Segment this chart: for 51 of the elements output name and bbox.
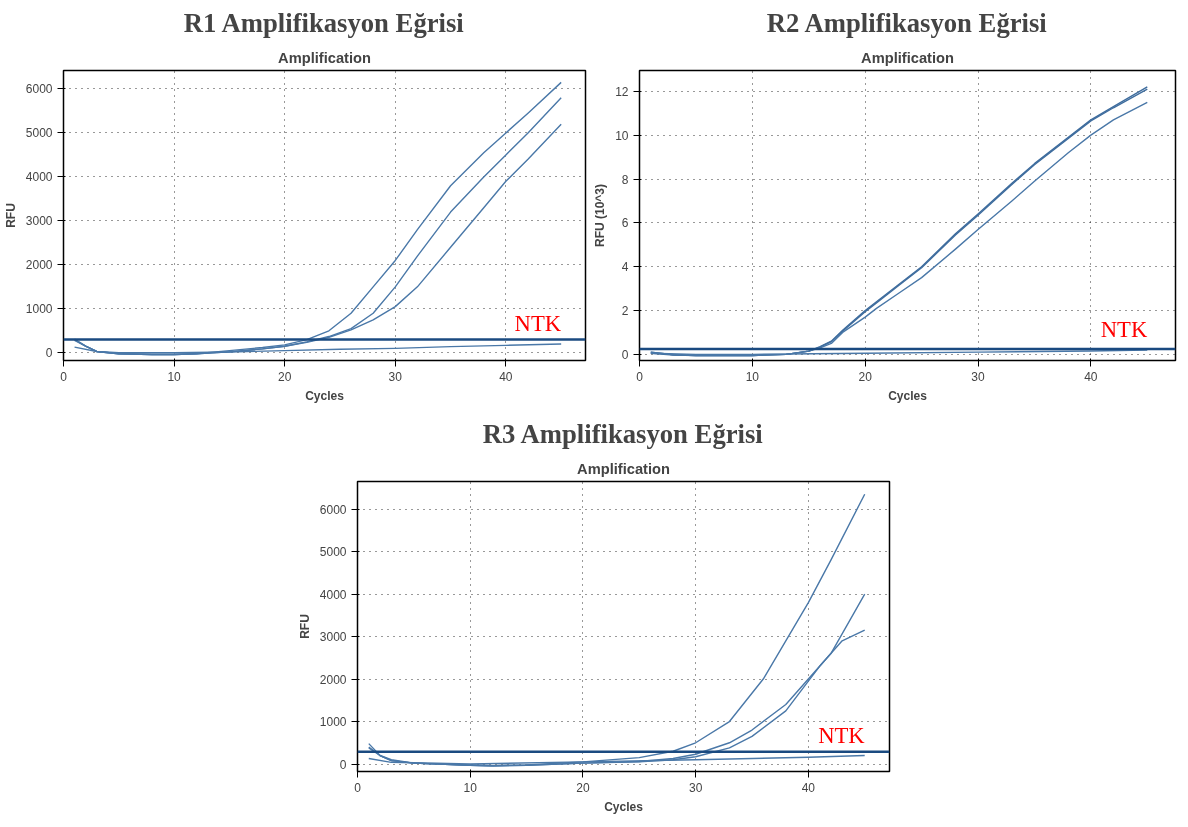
chart-title: R3 Amplifikasyon Eğrisi <box>482 418 764 449</box>
y-tick-label: 6000 <box>319 502 347 517</box>
x-tick-label: 40 <box>801 780 816 795</box>
y-tick-label: 8 <box>621 172 629 187</box>
y-axis-title: RFU <box>3 203 18 228</box>
y-tick-label: 4000 <box>25 170 53 185</box>
chart-title: R1 Amplifikasyon Eğrisi <box>183 7 465 38</box>
x-tick-label: 10 <box>167 369 182 384</box>
x-tick-label: 0 <box>636 369 644 384</box>
y-tick-label: 0 <box>45 346 53 361</box>
x-tick-label: 40 <box>1084 369 1098 384</box>
y-tick-label: 6 <box>621 216 629 231</box>
series-label: NTK <box>1100 316 1148 342</box>
x-axis-title: Cycles <box>604 799 644 814</box>
y-tick-label: 0 <box>339 757 347 772</box>
x-tick-label: 20 <box>278 369 292 384</box>
y-tick-label: 10 <box>615 128 629 143</box>
x-axis-title: Cycles <box>888 388 928 403</box>
y-tick-label: 2 <box>621 304 629 319</box>
x-tick-label: 40 <box>499 369 513 384</box>
x-tick-label: 10 <box>463 780 478 795</box>
chart-subtitle: Amplification <box>278 49 371 66</box>
y-tick-label: 3000 <box>319 630 347 645</box>
y-tick-label: 1000 <box>319 715 347 730</box>
y-tick-label: 3000 <box>25 214 53 229</box>
x-tick-label: 30 <box>388 369 403 384</box>
series-label: NTK <box>818 722 866 748</box>
y-tick-label: 1000 <box>25 302 53 317</box>
x-tick-label: 0 <box>60 369 68 384</box>
y-tick-label: 0 <box>621 347 629 362</box>
x-tick-label: 30 <box>971 369 986 384</box>
y-axis-title: RFU <box>297 614 312 639</box>
x-axis-title: Cycles <box>305 388 345 403</box>
chart-subtitle: Amplification <box>861 49 954 66</box>
y-axis-title: RFU (10^3) <box>593 183 608 248</box>
chart-subtitle: Amplification <box>577 460 670 477</box>
x-tick-label: 30 <box>688 780 703 795</box>
x-tick-label: 0 <box>354 780 362 795</box>
y-tick-label: 5000 <box>319 545 347 560</box>
x-tick-label: 20 <box>576 780 590 795</box>
y-tick-label: 6000 <box>25 82 53 97</box>
y-tick-label: 4000 <box>319 587 347 602</box>
y-tick-label: 12 <box>615 84 629 99</box>
y-tick-label: 2000 <box>319 672 347 687</box>
y-tick-label: 4 <box>621 260 629 275</box>
x-tick-label: 10 <box>745 369 760 384</box>
y-tick-label: 2000 <box>25 258 53 273</box>
series-label: NTK <box>514 311 562 337</box>
x-tick-label: 20 <box>858 369 873 384</box>
y-tick-label: 5000 <box>25 126 53 141</box>
chart-title: R2 Amplifikasyon Eğrisi <box>766 7 1048 38</box>
